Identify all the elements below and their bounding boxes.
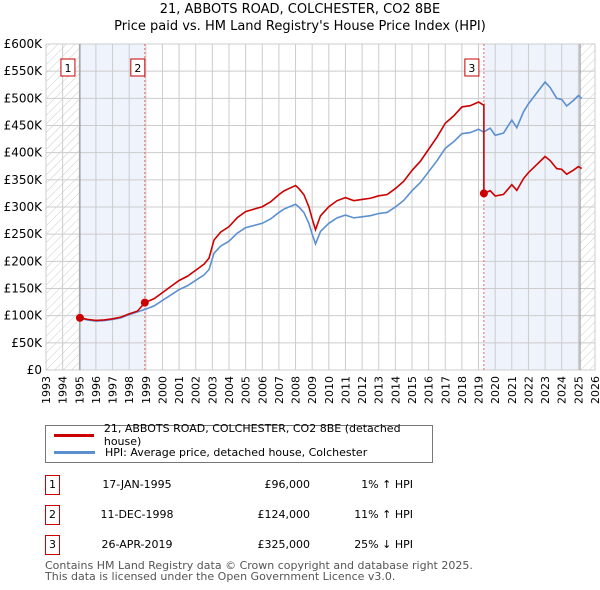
x-tick-label: 2017 [439,376,452,404]
x-tick-label: 1997 [107,376,120,404]
x-tick-label: 1999 [140,376,153,404]
legend: 21, ABBOTS ROAD, COLCHESTER, CO2 8BE (de… [45,422,433,463]
x-tick-label: 2018 [456,376,469,404]
y-tick-label: £300K [4,200,44,214]
legend-item-property: 21, ABBOTS ROAD, COLCHESTER, CO2 8BE (de… [54,422,432,448]
y-tick-label: £150K [4,282,44,296]
x-tick-label: 2012 [356,376,369,404]
sale-point-3 [479,189,488,198]
y-tick-label: £600K [4,37,44,51]
x-tick-label: 2003 [206,376,219,404]
x-tick-label: 2022 [522,376,535,404]
x-tick-label: 2015 [406,376,419,404]
x-tick-label: 2008 [290,376,303,404]
x-tick-label: 2000 [156,376,169,404]
sale-hpi-diff: 11% ↑ HPI [354,508,413,521]
y-tick-label: £550K [4,64,44,78]
sale-marker-box [130,58,146,77]
footer-line: This data is licensed under the Open Gov… [45,570,396,583]
y-tick-label: £0 [27,363,42,377]
x-tick-label: 2006 [256,376,269,404]
property-price-line [79,101,583,322]
hpi-line [79,80,583,322]
sale-price: £325,000 [257,538,311,551]
x-tick-label: 2010 [323,376,336,404]
sale-marker-box [60,58,76,77]
sale-marker-label: 2 [45,505,60,525]
x-tick-label: 2020 [489,376,502,404]
sale-hpi-diff: 1% ↑ HPI [361,478,413,491]
x-tick-label: 1995 [73,376,86,404]
sale-date: 17-JAN-1995 [102,478,172,491]
sale-price: £96,000 [264,478,311,491]
x-tick-label: 2005 [240,376,253,404]
price-chart: 1993 1994 1995 1996 1997 1998 1999 2000 2001 2002… [4,37,600,404]
x-tick-label: 2002 [190,376,203,404]
sale-marker-label: 1 [64,62,71,75]
x-tick-label: 2025 [572,376,585,404]
legend-label: 21, ABBOTS ROAD, COLCHESTER, CO2 8BE (de… [103,422,401,448]
legend-item-hpi: HPI: Average price, detached house, Colc… [54,444,367,460]
x-tick-label: 2019 [473,376,486,404]
sale-date: 11-DEC-1998 [100,508,174,521]
x-tick-label: 1998 [123,376,136,404]
plot-border [45,43,596,371]
sale-price: £124,000 [257,508,311,521]
x-tick-label: 2009 [306,376,319,404]
x-tick-label: 1994 [57,376,70,404]
y-tick-label: £200K [4,254,44,268]
sale-point-1 [75,313,84,322]
y-tick-label: £400K [4,146,44,160]
x-tick-label: 2016 [423,376,436,404]
x-tick-label: 1996 [90,376,103,404]
footer-line: Contains HM Land Registry data © Crown c… [45,559,473,572]
chart-subtitle: Price paid vs. HM Land Registry's House … [114,19,486,34]
y-tick-label: £50K [11,336,43,350]
legend-swatch-blue [54,450,95,454]
y-tick-label: £500K [4,91,44,105]
x-tick-label: 1993 [40,376,53,404]
legend-swatch-red [54,433,94,437]
y-tick-label: £100K [4,309,44,323]
x-tick-label: 2021 [506,376,519,404]
x-tick-label: 2001 [173,376,186,404]
sale-marker-label: 1 [45,475,60,495]
x-tick-label: 2023 [539,376,552,404]
sale-row: 2 11-DEC-1998 £124,000 11% ↑ HPI [45,505,445,525]
sale-point-2 [140,298,149,307]
x-tick-label: 2024 [556,376,569,404]
sale-marker-label: 3 [468,62,475,75]
sale-marker-label: 3 [45,535,60,555]
x-tick-label: 2007 [273,376,286,404]
sale-hpi-diff: 25% ↓ HPI [354,538,413,551]
sale-date: 26-APR-2019 [101,538,173,551]
footer: Contains HM Land Registry data © Crown c… [45,560,473,582]
y-tick-label: £450K [4,119,44,133]
x-tick-label: 2014 [389,376,402,404]
sale-row: 3 26-APR-2019 £325,000 25% ↓ HPI [45,535,445,555]
x-tick-label: 2011 [339,376,352,404]
x-tick-label: 2013 [373,376,386,404]
y-tick-label: £250K [4,227,44,241]
x-tick-label: 2004 [223,376,236,404]
legend-label: HPI: Average price, detached house, Colc… [105,445,368,459]
sale-marker-label: 2 [134,62,141,75]
chart-title: 21, ABBOTS ROAD, COLCHESTER, CO2 8BE [159,2,441,17]
y-tick-label: £350K [4,173,44,187]
sale-row: 1 17-JAN-1995 £96,000 1% ↑ HPI [45,475,445,495]
sale-marker-box [464,58,480,77]
x-tick-label: 2026 [589,376,600,404]
